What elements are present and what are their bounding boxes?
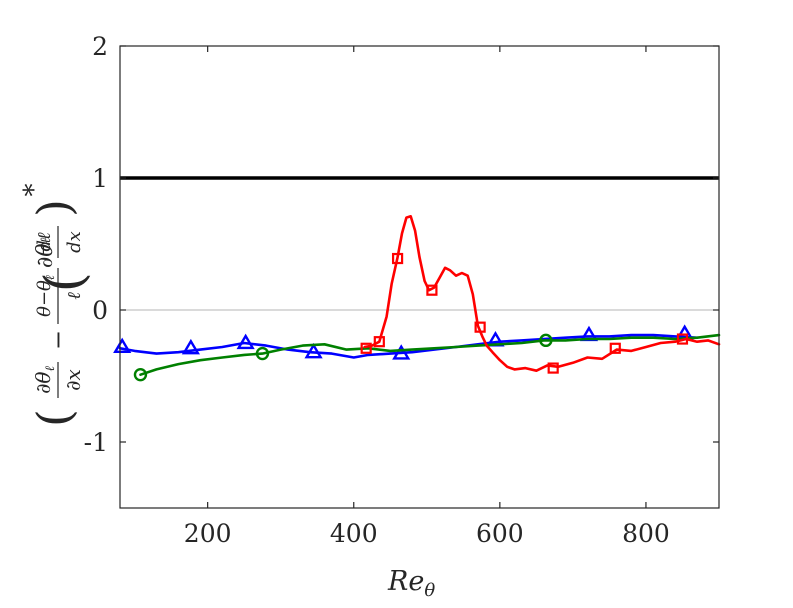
y-tick-label: -1 <box>84 428 108 457</box>
y-axis-label-math: ( ∂θℓ ∂x − θ−θℓ ℓ dℓ dx ) * <box>19 184 85 427</box>
svg-text:ℓ: ℓ <box>64 292 85 300</box>
series-line-green <box>139 333 721 377</box>
svg-text:(: ( <box>27 409 81 427</box>
data-point <box>304 342 323 359</box>
y-tick-label: 0 <box>92 296 108 325</box>
y-tick-label: 1 <box>92 164 108 193</box>
svg-text:∂θℓ: ∂θℓ <box>31 366 58 394</box>
data-point <box>609 342 621 354</box>
svg-text:): ) <box>27 199 81 217</box>
data-point <box>547 362 559 374</box>
data-point <box>373 336 385 348</box>
svg-text:∂x: ∂x <box>61 369 85 391</box>
svg-text:−: − <box>44 330 72 350</box>
x-tick-label: 400 <box>330 519 378 548</box>
svg-text:dx: dx <box>64 231 85 253</box>
x-axis-label: Reθ <box>388 566 436 601</box>
svg-text:θ−θℓ: θ−θℓ <box>34 275 57 317</box>
data-point <box>181 338 200 355</box>
series-red <box>360 215 721 374</box>
data-point <box>676 333 689 345</box>
x-tick-label: 200 <box>184 519 232 548</box>
x-tick-label: 800 <box>622 519 670 548</box>
reference-lines <box>120 176 719 311</box>
series-green <box>133 333 721 382</box>
axis-ticks: 200 400 600 800 2 1 0 -1 <box>84 32 719 548</box>
data-point <box>391 252 404 265</box>
data-point <box>236 333 255 350</box>
data-series <box>113 215 721 382</box>
data-point <box>255 346 270 361</box>
plot-frame <box>119 45 720 509</box>
data-point <box>113 337 132 354</box>
x-tick-label: 600 <box>476 519 524 548</box>
series-line-blue <box>118 333 699 359</box>
data-point <box>474 321 486 333</box>
y-axis-label: (∂θℓ <box>33 237 95 292</box>
y-tick-label: 2 <box>92 32 108 61</box>
svg-text:dℓ: dℓ <box>34 232 55 252</box>
data-point <box>539 333 553 348</box>
svg-text:(∂θℓ: (∂θℓ <box>33 237 95 292</box>
data-point <box>133 367 148 382</box>
data-point <box>360 342 372 354</box>
data-point <box>426 284 438 296</box>
svg-text:*: * <box>19 184 49 197</box>
data-point <box>392 344 411 360</box>
